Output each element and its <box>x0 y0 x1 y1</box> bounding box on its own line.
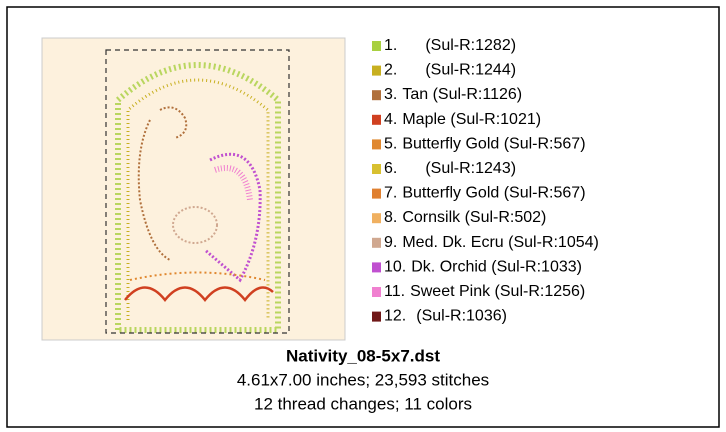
thread-number: 8. <box>384 209 397 226</box>
design-changes: 12 thread changes; 11 colors <box>254 394 472 413</box>
thread-swatch <box>372 311 381 322</box>
thread-entry: 9. Med. Dk. Ecru (Sul-R:1054) <box>384 234 599 251</box>
thread-swatch <box>372 237 381 248</box>
thread-swatch <box>372 65 381 76</box>
thread-name: Tan (Sul-R:1126) <box>402 86 522 103</box>
stitch-figure <box>204 152 262 283</box>
thread-name: Cornsilk (Sul-R:502) <box>402 209 546 226</box>
thread-number: 12. <box>384 308 406 325</box>
stitch-lettering <box>124 286 274 303</box>
thread-swatch <box>372 164 381 174</box>
thread-number: 2. <box>384 62 397 79</box>
thread-number: 7. <box>384 185 397 202</box>
thread-entry: 11. Sweet Pink (Sul-R:1256) <box>384 283 585 300</box>
thread-number: 1. <box>384 37 397 54</box>
thread-name: Sweet Pink (Sul-R:1256) <box>410 283 585 300</box>
preview-background <box>41 37 346 341</box>
design-size: 4.61x7.00 inches; 23,593 stitches <box>237 370 489 389</box>
thread-number: 9. <box>384 234 397 251</box>
thread-number: 4. <box>384 111 397 128</box>
thread-name: (Sul-R:1243) <box>425 160 516 177</box>
thread-name: Butterfly Gold (Sul-R:567) <box>402 185 585 202</box>
stitch-lettering <box>129 271 266 281</box>
thread-swatch <box>372 262 381 273</box>
thread-number: 10. <box>384 259 406 276</box>
thread-number: 6. <box>384 160 397 177</box>
thread-swatch <box>372 287 381 297</box>
thread-swatch <box>372 213 381 224</box>
thread-number: 3. <box>384 86 397 103</box>
thread-swatch <box>372 188 381 199</box>
thread-swatch <box>372 139 381 150</box>
thread-entry: 4. Maple (Sul-R:1021) <box>384 111 541 128</box>
thread-entry: 2. (Sul-R:1244) <box>384 62 516 79</box>
stitch-arch <box>115 62 281 333</box>
thread-entry: 7. Butterfly Gold (Sul-R:567) <box>384 185 586 202</box>
thread-entry: 3. Tan (Sul-R:1126) <box>384 86 522 103</box>
thread-name: (Sul-R:1282) <box>425 37 516 54</box>
thread-name: (Sul-R:1036) <box>416 308 507 325</box>
thread-name: Butterfly Gold (Sul-R:567) <box>402 136 585 153</box>
thread-list: 1. (Sul-R:1282) 2. (Sul-R:1244) 3. Tan (Sul-R… <box>372 37 599 325</box>
hoop-outline <box>105 49 290 334</box>
thread-entry: 1. (Sul-R:1282) <box>384 37 516 54</box>
thread-swatch <box>372 114 381 125</box>
design-preview <box>41 37 346 341</box>
thread-entry: 10. Dk. Orchid (Sul-R:1033) <box>384 259 582 276</box>
stitch-arch-inner <box>126 78 270 320</box>
thread-entry: 6. (Sul-R:1243) <box>384 160 516 177</box>
thread-number: 11. <box>384 283 405 300</box>
thread-name: Dk. Orchid (Sul-R:1033) <box>411 259 582 276</box>
thread-swatch <box>372 41 381 51</box>
thread-entry: 8. Cornsilk (Sul-R:502) <box>384 209 546 226</box>
design-filename: Nativity_08-5x7.dst <box>286 346 440 365</box>
stitch-figure <box>172 206 218 244</box>
thread-name: Med. Dk. Ecru (Sul-R:1054) <box>402 234 599 251</box>
thread-swatch <box>372 90 381 101</box>
stitch-figure <box>137 106 188 261</box>
thread-name: (Sul-R:1244) <box>425 62 516 79</box>
thread-number: 5. <box>384 136 397 153</box>
stitch-figure <box>214 165 253 201</box>
thread-entry: 5. Butterfly Gold (Sul-R:567) <box>384 136 586 153</box>
thread-name: Maple (Sul-R:1021) <box>402 111 541 128</box>
thread-entry: 12. (Sul-R:1036) <box>384 308 507 325</box>
